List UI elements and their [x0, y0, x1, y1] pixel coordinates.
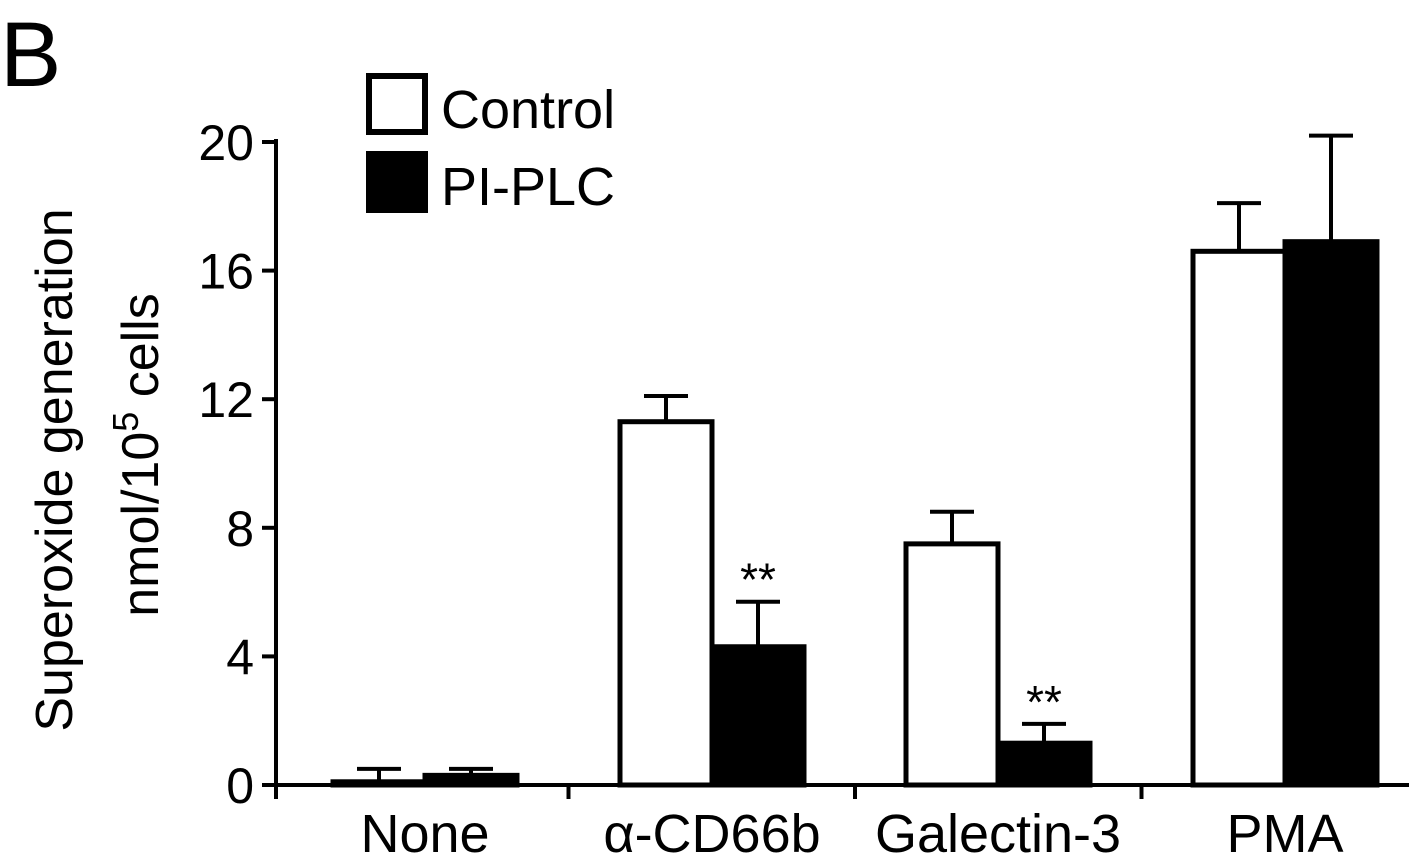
bars: ** **	[330, 133, 1380, 788]
y-axis-title-line1: Superoxide generation	[26, 208, 84, 731]
x-tick-label: PMA	[1226, 804, 1343, 864]
legend: Control PI-PLC	[366, 73, 615, 217]
bar-pi-plc	[709, 644, 807, 788]
y-axis-units: nmol/105 cells	[105, 293, 170, 617]
bar-control	[1190, 248, 1288, 788]
legend-label-pi-plc: PI-PLC	[441, 157, 615, 217]
x-tick-labels: None α-CD66b Galectin-3 PMA	[360, 804, 1343, 864]
y-tick-label: 16	[198, 244, 254, 300]
x-tick-label: None	[360, 804, 489, 864]
x-tick-label: Galectin-3	[875, 804, 1121, 864]
panel-label: B	[0, 4, 61, 106]
significance-marker: **	[1026, 676, 1062, 728]
y-axis-units-suffix: cells	[112, 293, 170, 411]
legend-swatch-control	[366, 73, 428, 135]
y-tick-label: 0	[226, 758, 254, 814]
y-tick-label: 20	[198, 115, 254, 171]
y-axis-units-prefix: nmol/10	[112, 432, 170, 617]
svg-text:nmol/105 cells: nmol/105 cells	[105, 293, 170, 617]
significance-marker: **	[740, 554, 776, 606]
y-tick-label: 8	[226, 501, 254, 557]
x-tick-label: α-CD66b	[603, 804, 820, 864]
y-tick-label: 12	[198, 372, 254, 428]
bar-control	[330, 779, 428, 788]
legend-swatch-pi-plc	[366, 151, 428, 213]
bar-pi-plc	[1282, 239, 1380, 788]
bar-pi-plc	[422, 772, 520, 788]
y-axis-title: Superoxide generation	[26, 208, 84, 731]
y-tick-label: 4	[226, 629, 254, 685]
bar-control	[617, 419, 715, 788]
legend-label-control: Control	[441, 80, 615, 140]
bar-control	[903, 541, 1001, 788]
bar-pi-plc	[995, 740, 1093, 788]
y-axis-units-sup: 5	[105, 412, 146, 432]
